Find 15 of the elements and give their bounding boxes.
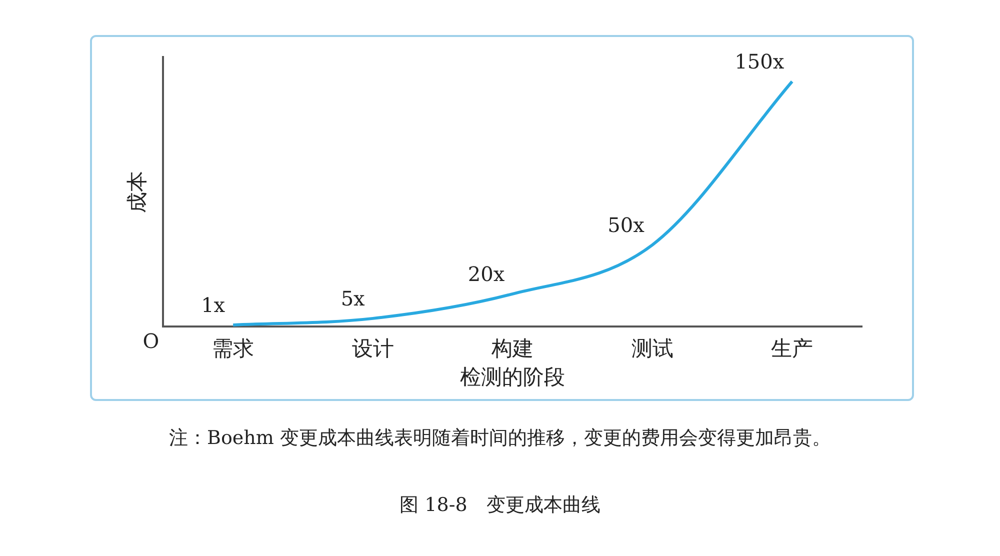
data-label: 1x (201, 293, 226, 318)
data-label: 5x (340, 286, 366, 311)
text: O (142, 328, 160, 353)
x-tick-label: 设计 (352, 336, 394, 361)
x-tick-label: 需求 (212, 336, 254, 361)
data-label: 150x (734, 50, 785, 74)
data-label: 20x (468, 262, 506, 286)
x-tick-label: 生产 (771, 336, 814, 361)
x-tick-label: 测试 (631, 336, 674, 361)
data-label: 50x (608, 213, 646, 238)
x-tick-label: 构建 (490, 336, 534, 361)
text: 注：Boehm 变更成本曲线表明随着时间的推移，变更的费用会变得更加昂贵。 (168, 426, 832, 451)
text: 图 18-8 变更成本曲线 (398, 493, 602, 518)
x-axis-title: 检测的阶段 (460, 364, 566, 389)
y-axis-title: 成本 (125, 170, 150, 213)
